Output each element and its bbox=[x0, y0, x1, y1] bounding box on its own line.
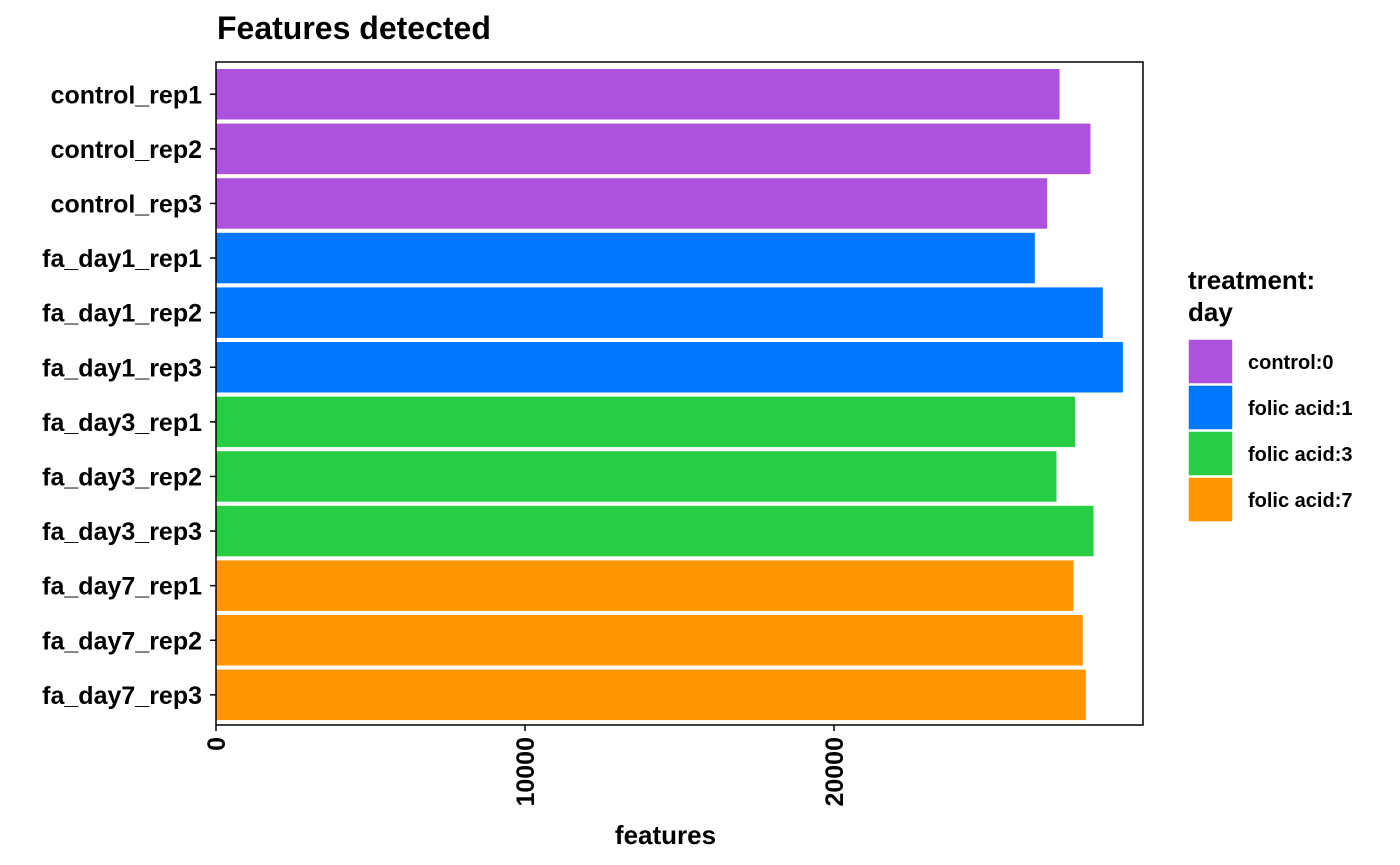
legend-key-control-0 bbox=[1187, 338, 1234, 385]
bar-fa-day7-rep1 bbox=[216, 560, 1074, 611]
y-tick-label-control-rep3: control_rep3 bbox=[51, 190, 202, 218]
y-tick-label-fa-day1-rep3: fa_day1_rep3 bbox=[42, 354, 202, 382]
y-tick-label-control-rep2: control_rep2 bbox=[51, 136, 202, 164]
y-tick-label-control-rep1: control_rep1 bbox=[51, 81, 203, 109]
legend: treatment: day control:0 folic acid:1 foli… bbox=[1187, 265, 1352, 523]
x-tick-label-20000: 20000 bbox=[821, 737, 849, 807]
bar-control-rep1 bbox=[216, 69, 1060, 120]
legend-items: control:0 folic acid:1 folic acid:3 folic a… bbox=[1187, 338, 1352, 523]
legend-label-folic-acid-1: folic acid:1 bbox=[1248, 398, 1352, 420]
legend-label-folic-acid-7: folic acid:7 bbox=[1248, 490, 1352, 512]
y-tick-label-fa-day7-rep3: fa_day7_rep3 bbox=[42, 682, 202, 710]
legend-key-folic-acid-1 bbox=[1187, 384, 1234, 431]
bar-control-rep3 bbox=[216, 178, 1048, 229]
bar-fa-day3-rep2 bbox=[216, 451, 1057, 502]
y-tick-label-fa-day1-rep2: fa_day1_rep2 bbox=[42, 300, 202, 328]
bar-fa-day1-rep2 bbox=[216, 287, 1103, 338]
y-tick-label-fa-day1-rep1: fa_day1_rep1 bbox=[42, 245, 202, 273]
legend-title-line-2: day bbox=[1188, 297, 1233, 327]
bars-layer bbox=[216, 69, 1123, 721]
bar-control-rep2 bbox=[216, 123, 1091, 175]
bar-fa-day3-rep1 bbox=[216, 396, 1076, 448]
y-tick-label-fa-day7-rep1: fa_day7_rep1 bbox=[42, 573, 202, 601]
bar-fa-day1-rep1 bbox=[216, 232, 1035, 284]
bar-fa-day7-rep2 bbox=[216, 615, 1083, 666]
legend-key-folic-acid-7 bbox=[1187, 476, 1234, 523]
plot-panel-border bbox=[215, 61, 1144, 726]
chart-title: Features detected bbox=[217, 10, 491, 46]
bar-fa-day7-rep3 bbox=[216, 669, 1086, 721]
bar-fa-day3-rep3 bbox=[216, 505, 1094, 557]
bar-fa-day1-rep3 bbox=[216, 342, 1123, 393]
y-axis: control_rep1 control_rep2 control_rep3 fa_d… bbox=[42, 81, 216, 710]
x-tick-label-10000: 10000 bbox=[512, 737, 540, 807]
x-axis: 0 10000 20000 bbox=[203, 725, 849, 807]
legend-label-control-0: control:0 bbox=[1248, 352, 1334, 374]
y-tick-label-fa-day3-rep1: fa_day3_rep1 bbox=[42, 409, 202, 437]
y-tick-label-fa-day3-rep2: fa_day3_rep2 bbox=[42, 463, 202, 491]
y-tick-label-fa-day3-rep3: fa_day3_rep3 bbox=[42, 518, 202, 546]
x-tick-label-0: 0 bbox=[203, 737, 231, 751]
x-axis-label: features bbox=[615, 820, 716, 850]
y-tick-label-fa-day7-rep2: fa_day7_rep2 bbox=[42, 627, 202, 655]
legend-key-folic-acid-3 bbox=[1187, 430, 1234, 477]
legend-title-line-1: treatment: bbox=[1188, 265, 1315, 295]
legend-label-folic-acid-3: folic acid:3 bbox=[1248, 444, 1352, 466]
